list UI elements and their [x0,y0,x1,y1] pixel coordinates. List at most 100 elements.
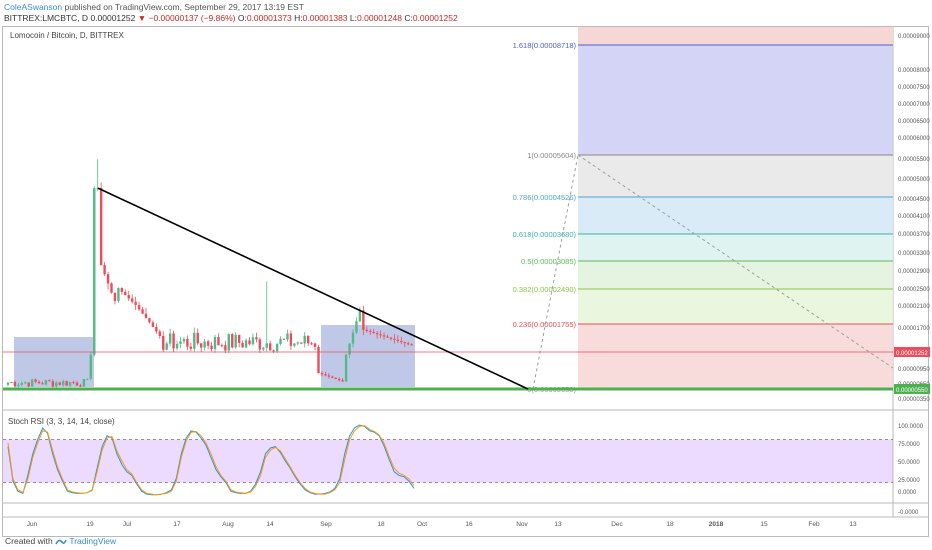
candle [286,333,289,340]
fib-level-label: 1(0.00005604) [527,151,576,160]
candle [269,343,272,351]
candle [79,385,82,387]
candle [103,265,106,275]
candle [172,333,175,349]
candle [372,332,375,334]
candle [303,335,306,344]
time-tick-label: Aug [222,521,234,528]
candle [82,378,86,387]
candle [407,343,410,345]
author-link[interactable]: ColeASwanson [4,2,63,12]
candle [279,338,282,345]
candle [393,338,396,340]
candle [251,337,255,345]
footer: Created with TradingView [5,536,116,547]
candle [369,330,372,333]
rsi-pane[interactable] [3,412,893,498]
candle [75,382,79,386]
candle [389,337,393,339]
candle [382,335,386,337]
candle [86,378,89,380]
candle [58,382,61,385]
price-tag [894,347,930,357]
time-tick-label: 17 [173,521,181,528]
candle [165,343,168,350]
fib-zone [578,234,893,261]
candle [362,310,365,330]
price-tick-label: 0.00005500 [898,157,930,163]
high-value: 0.00001383 [302,13,348,23]
candle [141,309,144,314]
candle [351,332,355,344]
fib-zone [578,289,893,324]
candle [124,291,127,296]
price-tick-label: 0.00006500 [898,119,930,125]
candle [237,334,241,343]
candle [224,345,227,351]
candle [365,329,368,331]
candle [289,333,293,346]
time-tick-label: Nov [516,521,528,528]
candle [155,327,158,332]
candle [386,336,389,338]
time-tick-label: 13 [554,521,562,528]
candle [348,343,351,355]
candle [300,342,303,344]
price-tick-label: 0.00005000 [898,177,930,183]
candle [72,382,75,384]
candle [310,343,313,345]
candle [282,338,286,340]
fib-zone [578,197,893,234]
candle [210,345,213,350]
open-label: O: [237,13,247,23]
time-tick-label: 18 [377,521,385,528]
candle [396,339,400,341]
open-value: 0.00001373 [246,13,292,23]
rsi-tick-label: 25.0000 [898,478,920,484]
candle [203,341,206,348]
candle [30,379,34,387]
candle [231,334,234,348]
candle [379,334,382,336]
candle [168,333,172,344]
candle [206,341,210,346]
time-tick-label: 2018 [709,521,724,528]
candle [131,298,134,302]
consolidation-box [321,325,415,387]
candle [17,384,20,387]
candle [144,313,148,319]
candle [338,379,341,381]
candle [20,382,23,385]
rsi-tick-label: -0.0000 [898,510,919,516]
published-text: published on TradingView.com, September … [64,2,304,12]
candle [293,343,296,346]
candle [327,375,331,377]
fib-level-label: 0.5(0.00003085) [521,257,577,266]
price-tick-label: 0.00002500 [898,287,930,293]
candle [55,382,58,387]
candle [68,382,72,386]
candle [213,337,217,350]
candle [48,380,51,382]
candle [99,188,103,266]
candle [10,382,13,384]
time-tick-label: 18 [666,521,674,528]
low-value: 0.00001248 [357,13,402,23]
descending-trendline[interactable] [97,187,529,390]
candle [200,343,203,348]
fib-zone-top [578,27,893,45]
ohlc-legend: BITTREX:LMCBTC, D 0.00001252 ▼ −0.000001… [4,13,458,23]
time-tick-label: Jul [123,521,132,528]
tradingview-logo-icon [55,539,67,545]
created-with-text: Created with [5,536,53,546]
candle [262,347,265,350]
candle [175,343,179,349]
price-tick-label: 0.00001700 [898,326,930,332]
candle [296,342,299,344]
candle [93,188,96,355]
candle [186,338,189,347]
price-tag [894,384,930,394]
tradingview-brand[interactable]: TradingView [69,536,117,546]
candle [113,292,117,301]
